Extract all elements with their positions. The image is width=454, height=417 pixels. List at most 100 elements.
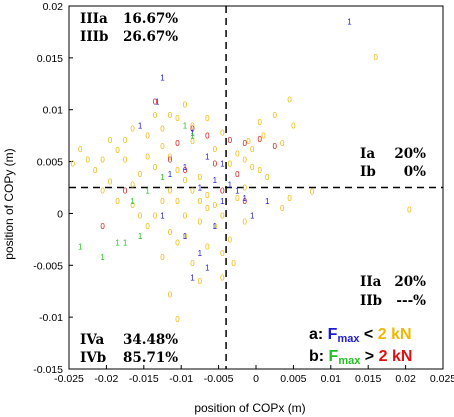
data-point: 1	[205, 152, 210, 161]
data-point: 0	[220, 129, 225, 138]
data-point: 0	[93, 166, 98, 175]
y-tick-label: -0.015	[33, 364, 63, 376]
data-point: 0	[246, 137, 251, 146]
reference-lines-group	[69, 6, 443, 369]
data-point: 0	[168, 111, 173, 120]
legend-subscript: max	[337, 333, 360, 345]
quadrant-iv-label: IVa 34.48% IVb 85.71%	[80, 332, 178, 366]
quadrant-value: 85.71%	[123, 350, 178, 366]
data-point: 0	[183, 176, 188, 185]
legend: a: Fmax < 2 kN b: Fmax > 2 kN	[309, 326, 412, 367]
data-point: 0	[175, 166, 180, 175]
data-point: 1	[130, 197, 135, 206]
data-point: 0	[213, 145, 218, 154]
data-point: 0	[243, 139, 248, 148]
data-point: 0	[280, 204, 285, 213]
x-tick-label: 0.015	[355, 373, 381, 385]
data-point: 1	[183, 163, 188, 172]
data-point: 0	[160, 124, 165, 133]
data-point: 0	[153, 163, 158, 172]
tick-group: -0.025 -0.02 -0.015 -0.01 -0.005 0 0.005 0.01 0.…	[33, 1, 454, 385]
data-point: 0	[183, 166, 188, 175]
data-point: 1	[198, 184, 203, 193]
y-tick-label: 0.005	[37, 157, 63, 169]
legend-entry-a: a: Fmax < 2 kN	[309, 326, 412, 345]
x-tick-label: 0.02	[395, 373, 416, 385]
data-point: 0	[272, 142, 277, 151]
data-point: 0	[373, 53, 378, 62]
x-tick-label: -0.015	[129, 373, 159, 385]
data-point: 1	[220, 160, 225, 169]
quadrant-label: Ia	[360, 146, 375, 162]
data-point: 0	[198, 197, 203, 206]
data-point: 1	[235, 187, 240, 196]
legend-value: 2 kN	[379, 348, 413, 365]
data-point: 0	[243, 218, 248, 227]
data-point: 0	[243, 184, 248, 193]
data-point: 0	[280, 139, 285, 148]
data-point: 0	[190, 187, 195, 196]
x-tick-label: 0.01	[321, 373, 342, 385]
data-point: 0	[243, 197, 248, 206]
data-point: 0	[183, 212, 188, 221]
x-tick-label: -0.005	[204, 373, 234, 385]
data-point: 0	[123, 187, 128, 196]
data-point: 0	[153, 111, 158, 120]
data-point: 0	[145, 152, 150, 161]
data-point: 0	[138, 212, 143, 221]
data-point: 1	[123, 238, 128, 247]
legend-operator: <	[359, 326, 377, 343]
data-point: 1	[168, 170, 173, 179]
y-tick-label: 0.01	[43, 105, 64, 117]
data-point: 1	[115, 238, 120, 247]
data-point: 1	[160, 212, 165, 221]
x-tick-label: -0.02	[94, 373, 118, 385]
data-point: 0	[220, 212, 225, 221]
data-point: 0	[145, 222, 150, 231]
legend-prefix: b:	[309, 348, 329, 365]
data-point: 1	[155, 97, 160, 106]
data-point: 0	[198, 218, 203, 227]
quadrant-label: Ib	[360, 164, 376, 180]
data-point: 0	[115, 146, 120, 155]
data-point: 0	[310, 188, 315, 197]
data-point: 0	[190, 124, 195, 133]
data-point: 0	[175, 315, 180, 324]
data-point: 1	[160, 173, 165, 182]
data-point: 1	[243, 194, 248, 203]
legend-subscript: max	[338, 355, 361, 367]
data-point: 0	[130, 201, 135, 210]
data-point: 0	[108, 177, 113, 186]
data-point: 0	[258, 118, 263, 127]
data-point: 0	[85, 155, 90, 164]
data-point: 0	[243, 155, 248, 164]
data-point: 1	[190, 132, 195, 141]
data-point: 0	[71, 160, 76, 169]
x-tick-label: -0.025	[54, 373, 84, 385]
data-point: 0	[228, 136, 233, 145]
data-point: 0	[228, 235, 233, 244]
quadrant-value: ---%	[396, 293, 426, 309]
quadrant-label: IIIa	[80, 11, 108, 27]
data-point: 0	[220, 187, 225, 196]
data-point: 0	[168, 228, 173, 237]
data-point: 0	[220, 249, 225, 258]
data-point: 0	[287, 194, 292, 203]
legend-operator: >	[360, 348, 378, 365]
data-point: 1	[160, 74, 165, 83]
data-point: 0	[153, 97, 158, 106]
data-point: 0	[160, 253, 165, 262]
legend-prefix: a:	[309, 326, 328, 343]
quadrant-value: 26.67%	[123, 29, 178, 45]
data-point: 1	[183, 121, 188, 130]
quadrant-i-label: Ia 20% Ib 0%	[360, 146, 426, 180]
quadrant-value: 20%	[394, 146, 426, 162]
data-point: 0	[258, 166, 263, 175]
y-axis-label: position of COPy (m)	[2, 148, 16, 259]
data-point: 1	[100, 253, 105, 262]
data-point: 0	[115, 197, 120, 206]
data-point: 0	[153, 212, 158, 221]
data-point: 1	[78, 243, 83, 252]
